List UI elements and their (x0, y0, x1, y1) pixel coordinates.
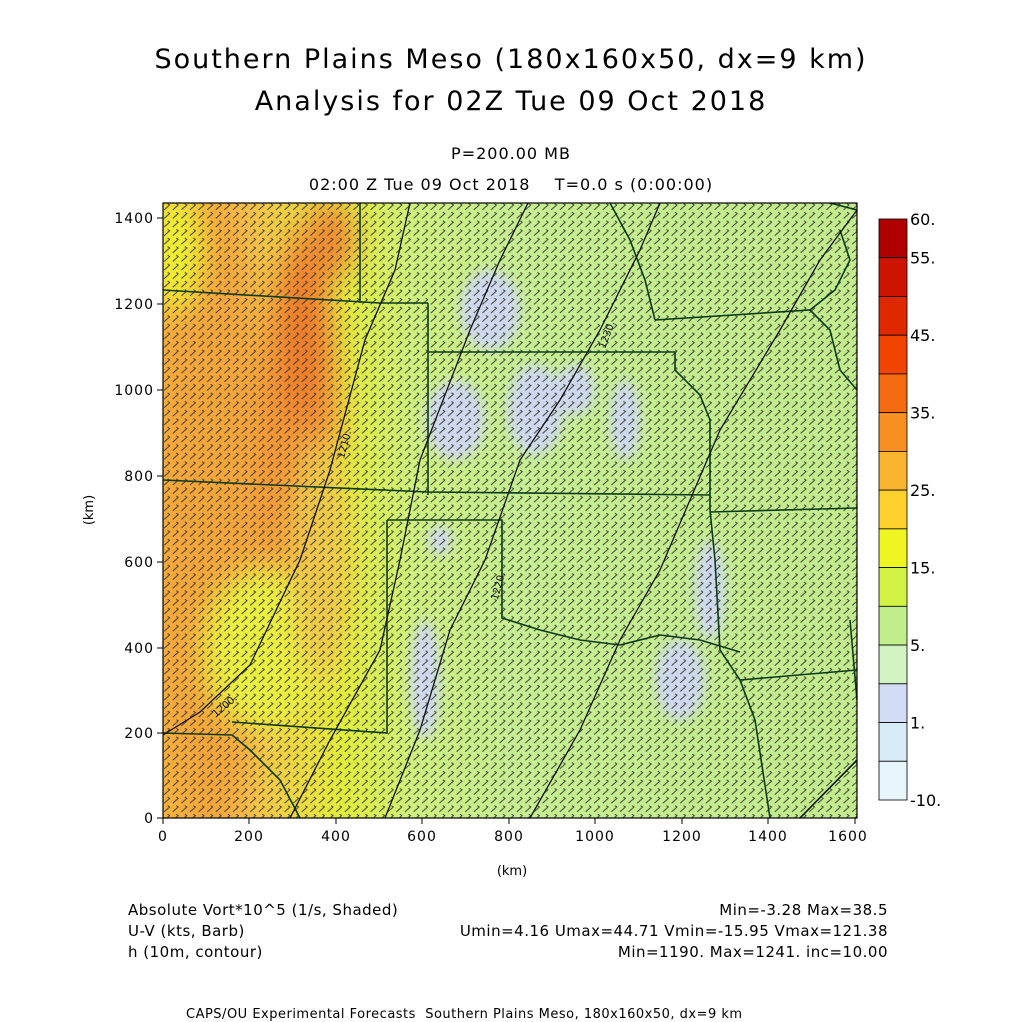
colorbar-label: 55. (910, 249, 935, 268)
y-tick-label: 1200 (114, 297, 154, 313)
legend-barb-range: Umin=4.16 Umax=44.71 Vmin=-15.95 Vmax=12… (459, 922, 888, 940)
colorbar (878, 218, 908, 801)
x-tick-label: 200 (234, 829, 264, 845)
y-tick-label: 0 (144, 811, 154, 827)
x-axis-label: (km) (497, 864, 527, 879)
valid-time: 02:00 Z Tue 09 Oct 2018 T=0.0 s (0:00:00… (308, 175, 714, 194)
colorbar-swatch (878, 760, 908, 801)
plot-frame (162, 202, 858, 819)
x-tick-label: 600 (407, 829, 437, 845)
y-tick-label: 800 (124, 469, 154, 485)
colorbar-swatch (878, 257, 908, 297)
x-tick-label: 1600 (828, 829, 868, 845)
colorbar-swatch (878, 412, 908, 452)
legend-contour: h (10m, contour) (128, 943, 263, 961)
x-tick-label: 0 (158, 829, 168, 845)
legend-contour-range: Min=1190. Max=1241. inc=10.00 (617, 943, 888, 961)
y-axis-label: (km) (82, 495, 97, 525)
x-tick-label: 1200 (662, 829, 702, 845)
colorbar-swatch (878, 605, 908, 646)
colorbar-swatch (878, 450, 908, 491)
y-tick-label: 1000 (114, 383, 154, 399)
y-tick-label: 200 (124, 726, 154, 742)
colorbar-label: 60. (910, 210, 935, 229)
x-tick-label: 800 (494, 829, 524, 845)
colorbar-label: 1. (910, 714, 925, 733)
pressure-level: P=200.00 MB (451, 144, 571, 163)
colorbar-label: 15. (910, 559, 935, 578)
colorbar-swatch (878, 567, 908, 607)
title-line-1: Southern Plains Meso (180x160x50, dx=9 k… (154, 44, 868, 75)
colorbar-swatch (878, 296, 908, 336)
colorbar-swatch (878, 722, 908, 762)
legend-shaded-range: Min=-3.28 Max=38.5 (719, 901, 888, 919)
x-tick-label: 1400 (748, 829, 788, 845)
colorbar-label: 25. (910, 481, 935, 500)
colorbar-swatch (878, 528, 908, 568)
colorbar-swatch (878, 489, 908, 530)
axis-ticks (157, 217, 856, 824)
vorticity-shading (163, 203, 857, 818)
colorbar-label: -10. (910, 791, 941, 810)
y-tick-label: 600 (124, 555, 154, 571)
title-line-2: Analysis for 02Z Tue 09 Oct 2018 (254, 86, 768, 117)
colorbar-swatch (878, 334, 908, 375)
footer-credit: CAPS/OU Experimental Forecasts Southern … (186, 1007, 743, 1022)
colorbar-swatch (878, 218, 908, 259)
height-contours (163, 203, 857, 818)
colorbar-swatch (878, 683, 908, 723)
y-tick-label: 400 (124, 641, 154, 657)
legend-barb: U-V (kts, Barb) (128, 922, 245, 940)
colorbar-label: 35. (910, 404, 935, 423)
colorbar-label: 5. (910, 636, 925, 655)
colorbar-swatch (878, 644, 908, 685)
legend-shaded: Absolute Vort*10^5 (1/s, Shaded) (128, 901, 399, 919)
x-tick-label: 1000 (575, 829, 615, 845)
x-tick-label: 400 (321, 829, 351, 845)
y-tick-label: 1400 (114, 211, 154, 227)
colorbar-label: 45. (910, 326, 935, 345)
colorbar-swatch (878, 373, 908, 414)
